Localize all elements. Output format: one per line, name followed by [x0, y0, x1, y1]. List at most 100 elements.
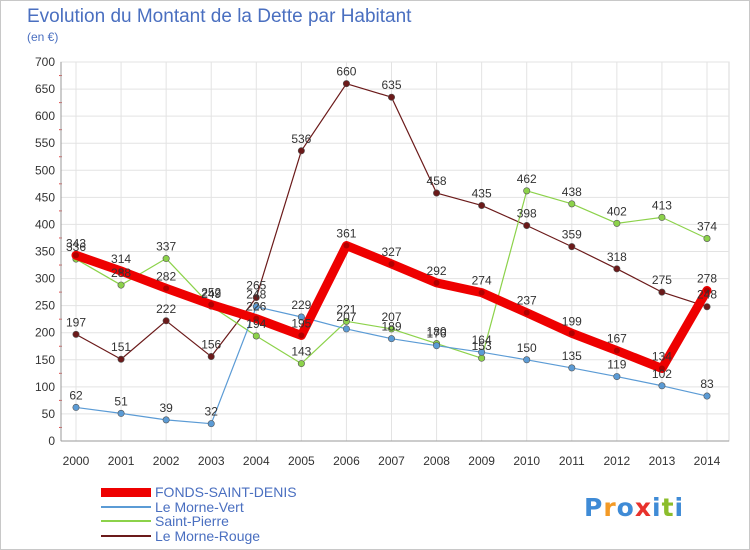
logo-letter: r	[603, 493, 617, 522]
data-label: 197	[66, 315, 86, 329]
data-label: 39	[159, 401, 173, 415]
data-label: 199	[562, 314, 582, 328]
y-tick-label: 550	[35, 136, 55, 150]
data-point	[388, 260, 395, 267]
x-tick-label: 2006	[333, 454, 360, 468]
chart-title: Evolution du Montant de la Dette par Hab…	[27, 6, 412, 27]
data-point	[478, 289, 485, 296]
logo-letter: i	[652, 493, 662, 522]
data-point	[252, 303, 260, 311]
data-point	[342, 80, 350, 88]
data-point	[613, 373, 621, 381]
data-point	[613, 265, 621, 273]
data-point	[162, 255, 170, 263]
legend-label: Le Morne-Vert	[155, 498, 244, 515]
legend-swatch	[101, 487, 151, 497]
data-label: 635	[381, 78, 401, 92]
data-point	[117, 355, 125, 363]
data-label: 248	[697, 288, 717, 302]
data-label: 438	[562, 185, 582, 199]
data-label: 62	[69, 388, 83, 402]
data-label: 221	[336, 302, 356, 316]
x-tick-label: 2005	[288, 454, 315, 468]
x-tick-label: 2011	[559, 454, 585, 468]
x-tick-label: 2013	[649, 454, 676, 468]
x-tick-label: 2000	[63, 454, 90, 468]
data-label: 189	[381, 320, 401, 334]
data-point	[163, 285, 170, 292]
data-label: 176	[427, 327, 447, 341]
y-tick-label: 250	[35, 299, 55, 313]
data-point	[73, 252, 79, 259]
legend-item: Saint-Pierre	[101, 514, 297, 529]
data-point	[208, 301, 215, 308]
data-label: 229	[291, 298, 311, 312]
data-label: 292	[427, 264, 447, 278]
legend-swatch	[101, 534, 151, 537]
logo-letter: o	[616, 493, 635, 522]
data-label: 359	[562, 228, 582, 242]
data-label: 180	[427, 325, 447, 339]
data-label: 83	[700, 377, 714, 391]
data-point	[117, 409, 125, 417]
x-tick-label: 2014	[694, 454, 721, 468]
data-point	[658, 288, 666, 296]
data-point	[72, 403, 80, 411]
data-label: 51	[114, 394, 128, 408]
data-point	[478, 348, 486, 356]
data-label: 458	[427, 174, 447, 188]
x-tick-label: 2008	[423, 454, 450, 468]
data-label: 248	[246, 288, 266, 302]
y-tick-label: 500	[35, 163, 55, 177]
data-label: 32	[205, 405, 219, 419]
data-point	[658, 213, 666, 221]
data-label: 327	[381, 245, 401, 259]
data-label: 278	[697, 271, 717, 285]
data-point	[703, 392, 711, 400]
logo-letter: i	[674, 493, 685, 522]
chart-subtitle: (en €)	[27, 30, 59, 44]
data-point	[704, 287, 710, 294]
data-point	[433, 342, 441, 350]
data-label: 153	[472, 339, 492, 353]
y-tick-label: 100	[35, 380, 55, 394]
data-point	[658, 365, 665, 372]
data-label: 150	[517, 341, 537, 355]
data-point	[523, 222, 531, 230]
data-point	[342, 317, 350, 325]
data-label: 207	[381, 310, 401, 324]
data-label: 274	[472, 274, 492, 288]
data-point	[523, 309, 530, 316]
data-point	[207, 353, 215, 361]
data-label: 361	[336, 227, 356, 241]
data-label: 398	[517, 207, 537, 221]
legend-label: FONDS-SAINT-DENIS	[155, 484, 297, 501]
data-label: 194	[246, 317, 266, 331]
y-tick-label: 0	[48, 434, 55, 448]
x-tick-label: 2002	[153, 454, 180, 468]
data-point	[703, 303, 711, 311]
data-label: 135	[562, 349, 582, 363]
data-point	[207, 420, 215, 428]
data-label: 222	[156, 302, 176, 316]
data-point	[478, 354, 486, 362]
data-label: 413	[652, 198, 672, 212]
data-point	[568, 243, 576, 251]
data-label: 119	[607, 358, 626, 372]
logo-letter: x	[634, 493, 652, 522]
data-label: 374	[697, 220, 717, 234]
data-label: 337	[156, 240, 176, 254]
data-label: 195	[291, 316, 311, 330]
data-label: 336	[66, 240, 86, 254]
data-label: 660	[336, 65, 356, 79]
data-point	[703, 235, 711, 243]
data-label: 314	[111, 252, 131, 266]
y-tick-label: 600	[35, 109, 55, 123]
x-tick-label: 2012	[604, 454, 631, 468]
data-point	[72, 330, 80, 338]
y-tick-label: 300	[35, 272, 55, 286]
data-label: 252	[201, 286, 221, 300]
proxiti-logo: Proxiti	[584, 493, 684, 522]
y-tick-label: 450	[35, 190, 55, 204]
